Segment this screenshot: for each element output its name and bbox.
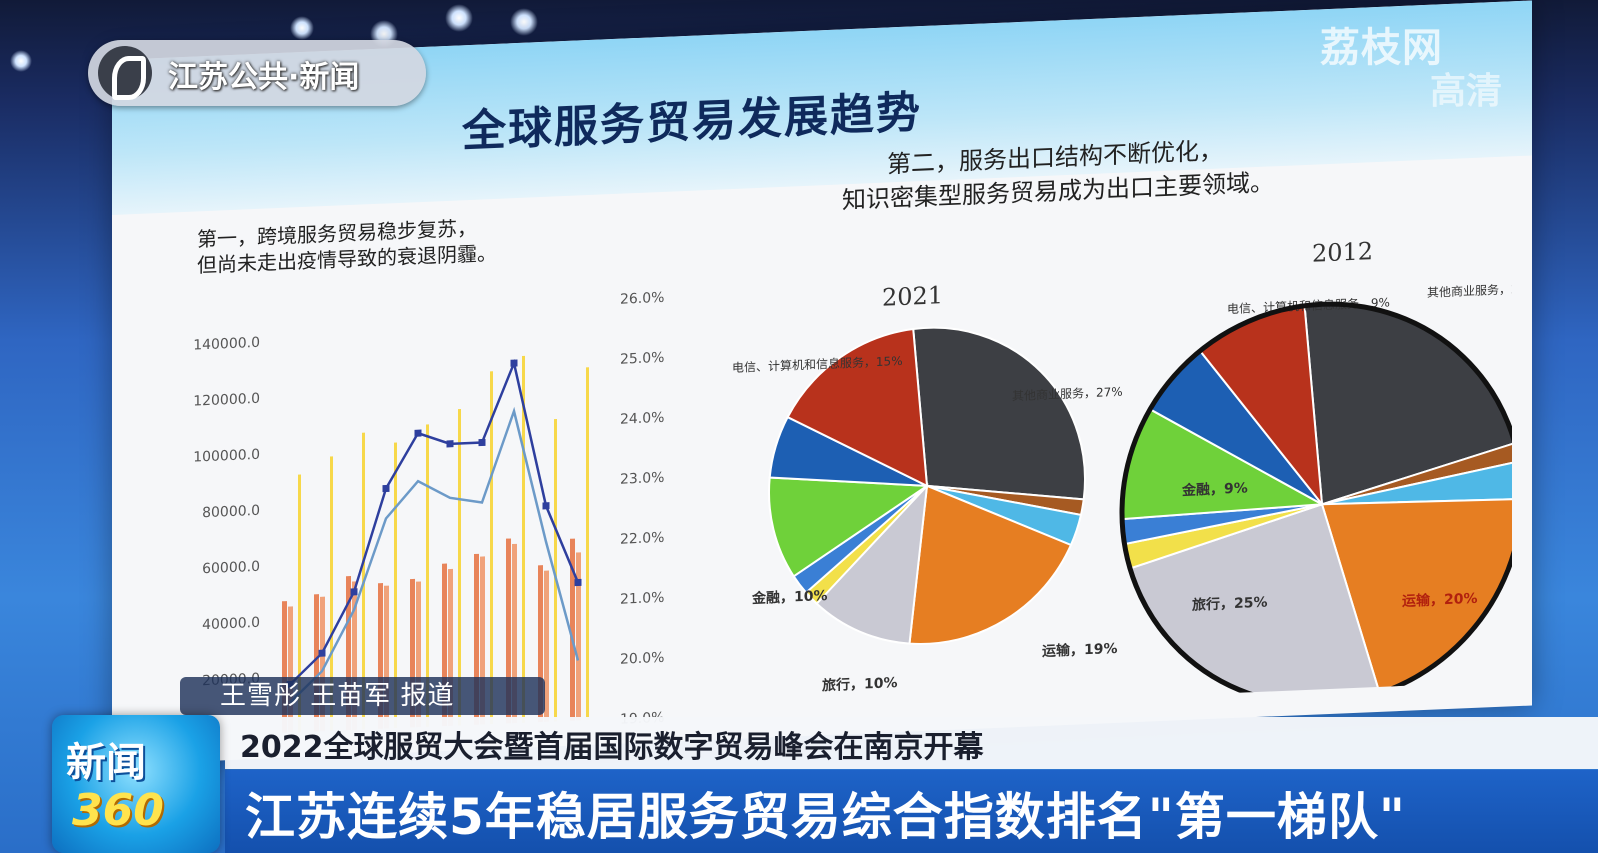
left-axis-tick-label: 60000.0 (202, 559, 260, 577)
left-axis-tick-label: 80000.0 (202, 503, 260, 521)
right-axis-tick-label: 25.0% (620, 350, 664, 368)
series-line (289, 358, 580, 686)
bar (554, 418, 557, 722)
line-point (542, 502, 550, 510)
series-line (289, 406, 580, 704)
left-axis-tick-label: 100000.0 (193, 447, 260, 466)
line-point (382, 484, 390, 493)
line-point (510, 359, 518, 367)
line-point (574, 578, 582, 587)
line-point (318, 649, 326, 657)
line-point (478, 438, 486, 447)
reporter-caption: 王雪彤 王苗军 报道 (180, 677, 545, 715)
bar (298, 474, 301, 733)
bar (330, 456, 333, 731)
pie-slice-label: 其他商业服务，22% (1427, 280, 1512, 300)
pie-slice (912, 326, 1086, 501)
pie-title: 2021 (882, 281, 943, 312)
pie-slice-label: 金融，10% (751, 587, 827, 607)
headline-text: 江苏连续5年稳居服务贸易综合指数排名"第一梯队" (245, 788, 1406, 846)
right-axis-tick-label: 26.0% (620, 290, 664, 308)
right-axis-tick-label: 23.0% (620, 470, 664, 488)
headline-bar (225, 770, 1598, 853)
pie-slice (815, 483, 929, 645)
watermark-hd: 高清 (1430, 71, 1503, 112)
bar (490, 371, 493, 725)
line-point (350, 588, 358, 596)
pie-slice-label: 运输，19% (1042, 640, 1117, 660)
channel-logo: 江苏公共·新闻 (88, 40, 426, 106)
bar (570, 538, 575, 721)
channel-logo-text: 江苏公共·新闻 (168, 60, 360, 95)
pie-slice (768, 476, 930, 578)
line-point (446, 440, 454, 448)
pie-slice-label: 其他商业服务，27% (1012, 384, 1123, 404)
stage-light (445, 4, 473, 32)
pie-slice (1321, 460, 1512, 506)
pie-slice (786, 327, 929, 488)
right-axis-tick-label: 20.0% (620, 650, 664, 668)
pie-slice-label: 电信、计算机和信息服务，15% (732, 353, 903, 375)
stage-light (510, 8, 538, 36)
subtitle-text: 2022全球服贸大会暨首届国际数字贸易峰会在南京开幕 (240, 730, 984, 765)
bar (394, 442, 397, 729)
pie-slice (1321, 441, 1512, 506)
stage-light (290, 16, 314, 40)
pie-slice-label: 旅行，25% (1192, 594, 1267, 614)
right-axis-tick-label: 24.0% (620, 410, 664, 428)
right-axis-tick-label: 22.0% (620, 530, 664, 548)
program-badge (52, 715, 220, 853)
watermark-site: 荔枝网 (1320, 25, 1443, 71)
right-axis-tick-label: 21.0% (620, 590, 664, 608)
left-axis-tick-label: 120000.0 (193, 391, 260, 410)
bar (586, 367, 589, 721)
trade-combo-chart: 20000.040000.060000.080000.0100000.01200… (193, 290, 664, 733)
program-badge-number: 360 (72, 785, 164, 836)
bar (544, 570, 549, 722)
bar (458, 408, 461, 726)
subtitle-bar (225, 717, 1598, 769)
channel-logo-icon (98, 46, 152, 100)
program-badge-title: 新闻 (66, 740, 146, 786)
stage-light (10, 50, 32, 72)
pie-title: 2012 (1312, 237, 1373, 268)
left-axis-tick-label: 40000.0 (202, 615, 260, 633)
pie-slice-label: 金融，9% (1181, 479, 1248, 499)
presentation-screen: 全球服务贸易发展趋势 第一，跨境服务贸易稳步复苏， 但尚未走出疫情导致的衰退阴霾… (112, 0, 1532, 765)
bar (426, 424, 429, 727)
service-structure-pies: 2021 其他商业服务，27% 运输，19% 旅行，10% 金融，10% 电信、计算机和信… (732, 237, 1512, 707)
line-point (414, 429, 422, 437)
pie-slice (908, 484, 1073, 645)
bar (576, 552, 581, 721)
pie-slice-label: 运输，20% (1402, 590, 1477, 610)
left-axis-tick-label: 140000.0 (193, 335, 260, 354)
pie-slice-label: 旅行，10% (822, 674, 897, 694)
